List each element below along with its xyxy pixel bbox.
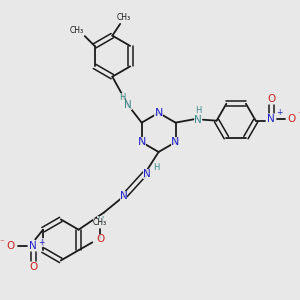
Text: CH₃: CH₃ (117, 13, 131, 22)
Text: N: N (171, 137, 180, 147)
Text: N: N (143, 169, 151, 179)
Text: H: H (119, 93, 125, 102)
Text: O: O (96, 235, 104, 244)
Text: O: O (29, 262, 38, 272)
Text: N: N (268, 114, 275, 124)
Text: +: + (38, 238, 44, 247)
Text: N: N (137, 137, 146, 147)
Text: O: O (288, 114, 296, 124)
Text: N: N (154, 108, 163, 118)
Text: CH₃: CH₃ (70, 26, 84, 35)
Text: H: H (154, 163, 160, 172)
Text: ⁻: ⁻ (0, 238, 4, 247)
Text: N: N (29, 241, 37, 251)
Text: N: N (124, 100, 132, 110)
Text: O: O (267, 94, 275, 104)
Text: N: N (119, 191, 127, 201)
Text: ⁻: ⁻ (297, 110, 300, 119)
Text: H: H (97, 216, 103, 225)
Text: O: O (7, 241, 15, 251)
Text: CH₃: CH₃ (93, 218, 107, 227)
Text: N: N (194, 115, 202, 125)
Text: H: H (195, 106, 201, 116)
Text: +: + (276, 108, 282, 117)
